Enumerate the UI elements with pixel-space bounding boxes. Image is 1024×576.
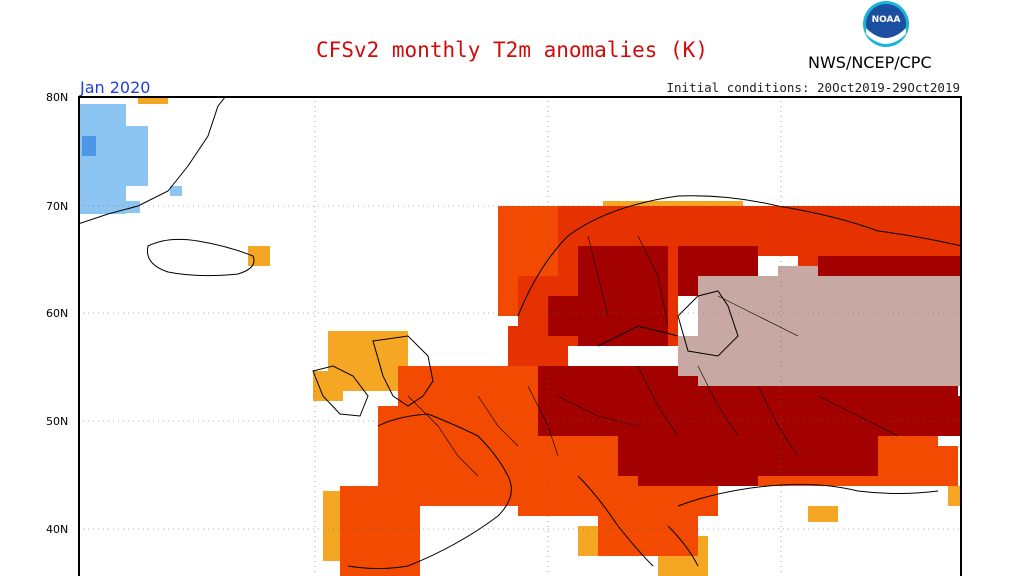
map-frame <box>78 96 962 576</box>
lat-label-40n: 40N <box>46 523 69 536</box>
title: CFSv2 monthly T2m anomalies (K) <box>316 38 708 62</box>
lat-label-60n: 60N <box>46 307 69 320</box>
grid-lines <box>78 96 962 576</box>
lat-label-50n: 50N <box>46 415 69 428</box>
initial-conditions: Initial conditions: 20Oct2019-29Oct2019 <box>666 80 961 95</box>
noaa-logo: NOAA <box>857 0 915 56</box>
negative-anomaly-cells <box>78 104 182 214</box>
country-borders <box>407 235 899 477</box>
lat-label-70n: 70N <box>46 200 69 213</box>
anomaly-map <box>78 96 962 576</box>
coastlines <box>78 96 962 569</box>
forecast-month: Jan 2020 <box>80 78 151 97</box>
org-label: NWS/NCEP/CPC <box>808 53 932 72</box>
light-pink-cells <box>678 266 962 386</box>
logo-text: NOAA <box>872 15 901 25</box>
lat-label-80n: 80N <box>46 91 69 104</box>
